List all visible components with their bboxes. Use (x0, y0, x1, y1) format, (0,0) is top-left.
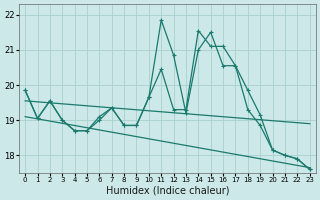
X-axis label: Humidex (Indice chaleur): Humidex (Indice chaleur) (106, 186, 229, 196)
